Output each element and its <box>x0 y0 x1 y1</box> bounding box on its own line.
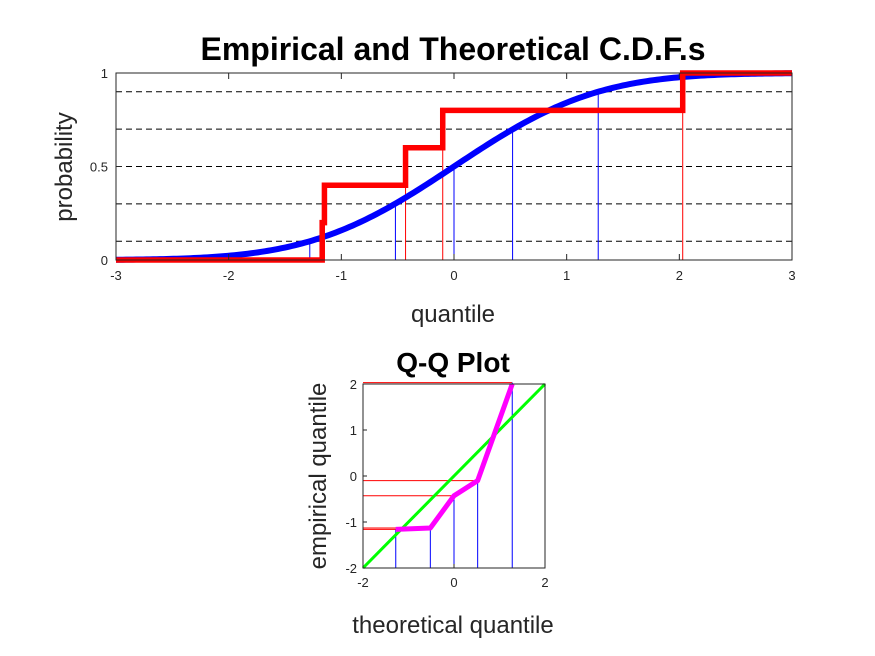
cdf-y-tick-label-1: 0.5 <box>90 160 108 175</box>
qq-y-tick-label-3: 1 <box>350 423 357 438</box>
qq-chart-title: Q-Q Plot <box>396 347 510 378</box>
cdf-chart: Empirical and Theoretical C.D.F.s -3 -2 -1… <box>51 31 796 328</box>
qq-chart: Q-Q Plot -2 0 2 -2 -1 0 1 2 theoretical quanti… <box>305 347 554 639</box>
qq-y-axis-label: empirical quantile <box>305 383 332 570</box>
qq-x-axis-label: theoretical quantile <box>352 612 553 639</box>
cdf-x-axis-label: quantile <box>411 301 495 328</box>
qq-y-tick-label-2: 0 <box>350 469 357 484</box>
cdf-x-tick-label-5: 2 <box>676 268 683 283</box>
qq-y-tick-label-4: 2 <box>350 377 357 392</box>
qq-reference-line <box>361 382 547 570</box>
qq-x-ticks: -2 0 2 <box>357 564 549 590</box>
empirical-cdf-step <box>116 70 792 263</box>
cdf-x-tick-label-0: -3 <box>110 268 122 283</box>
cdf-x-ticks: -3 -2 -1 0 1 2 3 <box>110 73 796 283</box>
cdf-x-tick-label-4: 1 <box>563 268 570 283</box>
qq-sample-curve <box>395 383 515 532</box>
cdf-y-tick-label-0: 0 <box>101 253 108 268</box>
qq-y-tick-label-0: -2 <box>345 561 357 576</box>
cdf-chart-title: Empirical and Theoretical C.D.F.s <box>200 31 705 67</box>
cdf-y-tick-label-2: 1 <box>101 66 108 81</box>
qq-y-ticks: -2 -1 0 1 2 <box>345 377 367 576</box>
cdf-y-axis-label: probability <box>51 112 78 221</box>
qq-x-tick-label-1: 0 <box>450 575 457 590</box>
qq-vertical-guides <box>395 382 513 568</box>
qq-x-tick-label-0: -2 <box>357 575 369 590</box>
cdf-gridlines <box>116 91 792 242</box>
qq-x-tick-label-2: 2 <box>541 575 548 590</box>
cdf-x-tick-label-6: 3 <box>788 268 795 283</box>
cdf-x-tick-label-2: -1 <box>336 268 348 283</box>
cdf-x-tick-label-1: -2 <box>223 268 235 283</box>
cdf-x-tick-label-3: 0 <box>450 268 457 283</box>
qq-y-tick-label-1: -1 <box>345 515 357 530</box>
cdf-y-ticks: 00.51 <box>90 66 792 268</box>
